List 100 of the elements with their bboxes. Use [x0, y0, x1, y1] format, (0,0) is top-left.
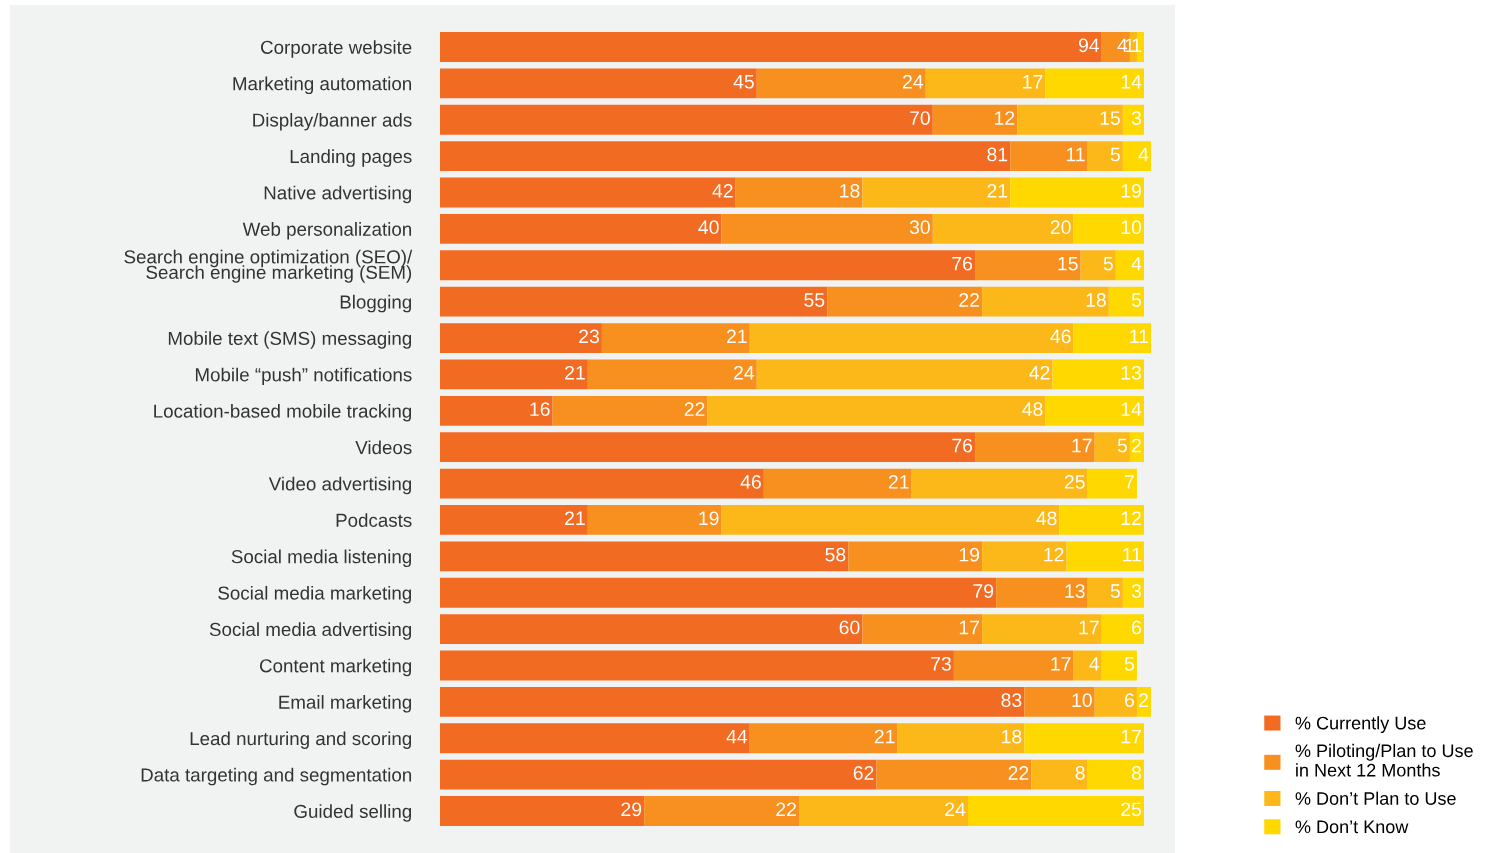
y-tick-label: Lead nurturing and scoring	[190, 731, 412, 749]
data-label: 58	[825, 547, 846, 562]
bar	[925, 68, 1046, 99]
data-label: 17	[1051, 657, 1071, 671]
bar	[1045, 395, 1144, 426]
data-label: 17	[959, 620, 979, 635]
data-label: 12	[1121, 511, 1141, 525]
bar	[749, 723, 898, 754]
bar	[1108, 286, 1144, 317]
legend-label: % Currently Use	[1295, 716, 1426, 734]
data-label: 5	[1110, 584, 1120, 598]
y-tick-label: Social media listening	[231, 549, 412, 568]
bar	[975, 432, 1095, 463]
data-label: 42	[1029, 365, 1050, 380]
data-label: 8	[1075, 766, 1085, 780]
y-tick-label: Search engine optimization (SEO)/ Search engine marketing (SEM)	[124, 249, 413, 283]
bar	[440, 141, 1011, 172]
data-label: 55	[804, 293, 825, 307]
bar	[1101, 614, 1144, 645]
data-label: 22	[776, 802, 796, 817]
bar	[763, 468, 912, 499]
data-label: 12	[1044, 547, 1064, 562]
bar	[440, 759, 877, 790]
data-label: 14	[1121, 402, 1142, 416]
bar	[1052, 359, 1144, 390]
data-label: 76	[952, 438, 973, 453]
bar	[1031, 759, 1088, 790]
data-label: 46	[740, 475, 761, 489]
bar	[1073, 323, 1152, 353]
data-label: 14	[1121, 75, 1142, 89]
y-tick-label: Mobile text (SMS) messaging	[168, 331, 412, 349]
bar	[440, 32, 1102, 62]
data-label: 1	[1132, 38, 1141, 53]
bar	[440, 104, 933, 135]
bar	[440, 468, 764, 499]
bar	[1017, 104, 1123, 135]
data-label: 25	[1064, 475, 1085, 489]
data-label: 2	[1139, 693, 1148, 707]
bar	[1073, 650, 1102, 681]
data-label: 11	[1123, 547, 1141, 562]
data-label: 24	[734, 365, 755, 380]
bar	[756, 68, 926, 99]
y-tick-label: Email marketing	[279, 695, 412, 713]
y-tick-label: Native advertising	[264, 185, 412, 204]
bar	[587, 505, 722, 535]
legend-label: % Piloting/Plan to Use in Next 12 Months	[1295, 743, 1473, 777]
bar	[749, 323, 1074, 353]
y-tick-label: Podcasts	[336, 513, 412, 527]
bar	[911, 468, 1088, 499]
data-label: 6	[1132, 620, 1142, 635]
data-label: 83	[1001, 693, 1022, 708]
y-tick-label: Videos	[355, 440, 412, 455]
y-tick-label: Data targeting and segmentation	[141, 767, 412, 786]
bar	[996, 577, 1088, 608]
bar	[644, 796, 800, 826]
data-label: 5	[1131, 293, 1142, 307]
bar	[440, 796, 645, 826]
bar	[440, 359, 588, 390]
data-label: 13	[1065, 584, 1085, 598]
bar	[440, 395, 553, 426]
bar	[440, 541, 849, 572]
bar	[721, 213, 933, 244]
bar	[1094, 432, 1130, 463]
bar	[1122, 577, 1144, 608]
data-label: 19	[699, 511, 719, 526]
data-label: 40	[698, 220, 719, 235]
data-label: 15	[1100, 111, 1120, 125]
data-label: 79	[973, 584, 994, 598]
bar	[1115, 250, 1144, 281]
data-label: 20	[1050, 220, 1071, 235]
bar	[982, 541, 1067, 572]
bar	[440, 577, 997, 608]
data-label: 4	[1131, 256, 1142, 271]
bar	[1024, 686, 1095, 717]
y-tick-label: Location-based mobile tracking	[154, 404, 412, 422]
data-label: 2	[1132, 438, 1141, 453]
data-label: 81	[987, 147, 1008, 162]
data-label: 44	[726, 729, 748, 744]
bar	[862, 614, 983, 645]
data-label: 21	[727, 329, 747, 344]
data-label: 16	[530, 402, 550, 417]
data-label: 6	[1125, 693, 1134, 708]
bar	[1059, 505, 1144, 535]
bar	[756, 359, 1053, 390]
bar	[440, 323, 602, 353]
y-tick-label: Guided selling	[294, 804, 412, 822]
y-tick-label: Blogging	[340, 294, 412, 313]
bar	[440, 650, 954, 681]
data-label: 5	[1110, 147, 1120, 162]
data-label: 17	[1121, 729, 1141, 744]
data-label: 4	[1138, 147, 1149, 162]
data-label: 30	[909, 220, 930, 235]
data-label: 11	[1130, 329, 1148, 344]
y-tick-label: Content marketing	[259, 658, 412, 677]
bar	[1101, 650, 1137, 681]
bar	[721, 505, 1060, 535]
bar	[1010, 141, 1088, 172]
data-label: 22	[1008, 766, 1029, 780]
bar	[932, 213, 1074, 244]
data-label: 8	[1131, 766, 1142, 780]
